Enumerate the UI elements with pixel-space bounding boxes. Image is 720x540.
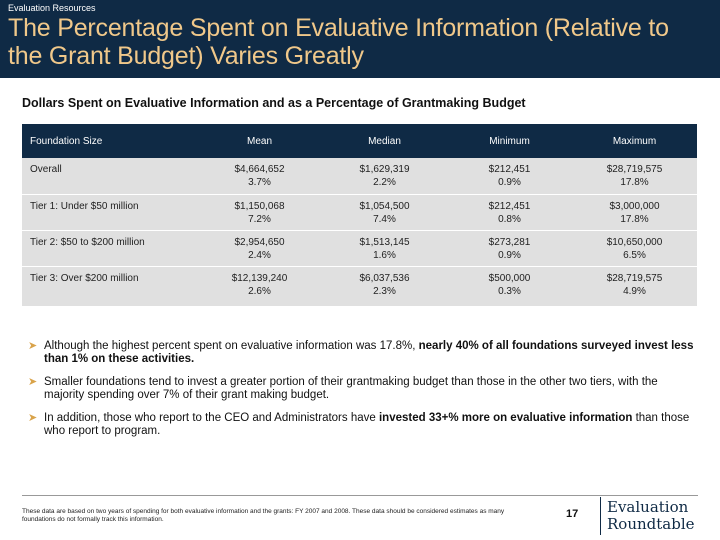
bullet-text: Smaller foundations tend to invest a gre… [44, 376, 658, 401]
row-label: Tier 1: Under $50 million [22, 194, 197, 231]
evaluation-roundtable-logo: Evaluation Roundtable [600, 497, 700, 535]
table-row-overall: Overall $4,664,652 3.7% $1,629,319 2.2% $2… [22, 158, 697, 195]
table-cell: $6,037,536 2.3% [322, 266, 447, 307]
cell-amount: $12,139,240 [231, 272, 288, 284]
cell-amount: $28,719,575 [606, 164, 663, 175]
cell-percent: 0.9% [498, 249, 521, 261]
cell-amount: $10,650,000 [606, 236, 663, 248]
column-header-median: Median [322, 124, 447, 158]
table-cell: $4,664,652 3.7% [197, 158, 322, 195]
cell-amount: $273,281 [488, 236, 531, 248]
cell-percent: 7.2% [248, 213, 271, 225]
cell-amount: $6,037,536 [359, 272, 410, 284]
bullet-text: Although the highest percent spent on ev… [44, 340, 419, 352]
logo-text-line-1: Evaluation [607, 498, 689, 516]
footer-divider [22, 495, 698, 496]
table-cell: $28,719,575 4.9% [572, 266, 697, 307]
bullet-item: ➤ In addition, those who report to the C… [28, 412, 700, 438]
title-banner: Evaluation Resources The Percentage Spen… [0, 0, 720, 78]
bullet-text-after: than those who report to program. [44, 412, 690, 437]
table-row-tier-3: Tier 3: Over $200 million $12,139,240 2.6… [22, 266, 697, 307]
column-header-mean: Mean [197, 124, 322, 158]
table-cell: $273,281 0.9% [447, 230, 572, 267]
cell-amount: $28,719,575 [606, 272, 663, 284]
table-cell: $1,513,145 1.6% [322, 230, 447, 267]
cell-amount: $4,664,652 [234, 164, 285, 175]
spending-table: Foundation Size Mean Median Minimum Maxi… [22, 124, 697, 307]
cell-amount: $1,629,319 [359, 164, 410, 175]
table-header-row: Foundation Size Mean Median Minimum Maxi… [22, 124, 697, 158]
cell-percent: 2.2% [373, 177, 396, 188]
table-caption: Dollars Spent on Evaluative Information … [22, 96, 526, 110]
cell-amount: $212,451 [488, 200, 531, 212]
cell-percent: 0.8% [498, 213, 521, 225]
cell-amount: $1,513,145 [359, 236, 410, 248]
footnote: These data are based on two years of spe… [22, 508, 505, 523]
cell-percent: 2.6% [248, 285, 271, 297]
column-header-foundation-size: Foundation Size [22, 124, 197, 158]
cell-percent: 17.8% [620, 177, 649, 188]
table-cell: $1,150,068 7.2% [197, 194, 322, 231]
page-title: The Percentage Spent on Evaluative Infor… [8, 14, 669, 70]
cell-percent: 1.6% [373, 249, 396, 261]
cell-percent: 6.5% [623, 249, 646, 261]
cell-percent: 17.8% [620, 213, 649, 225]
cell-percent: 3.7% [248, 177, 271, 188]
cell-amount: $1,054,500 [359, 200, 410, 212]
cell-percent: 4.9% [623, 285, 646, 297]
logo-text-line-2: Roundtable [607, 515, 695, 533]
cell-amount: $500,000 [488, 272, 531, 284]
section-label: Evaluation Resources [8, 3, 96, 13]
cell-amount: $1,150,068 [234, 200, 285, 212]
cell-percent: 7.4% [373, 213, 396, 225]
bullet-list: ➤ Although the highest percent spent on … [28, 340, 700, 448]
column-header-minimum: Minimum [447, 124, 572, 158]
arrow-bullet-icon: ➤ [28, 376, 38, 388]
bullet-emphasis: invested 33+% more on evaluative informa… [378, 412, 633, 424]
table-cell: $10,650,000 6.5% [572, 230, 697, 267]
cell-percent: 0.3% [498, 285, 521, 297]
arrow-bullet-icon: ➤ [28, 412, 38, 424]
bullet-item: ➤ Although the highest percent spent on … [28, 340, 700, 366]
bullet-emphasis: nearly 40% of all foundations surveyed i… [44, 340, 694, 365]
table-cell: $28,719,575 17.8% [572, 158, 697, 195]
table-cell: $1,054,500 7.4% [322, 194, 447, 231]
page-number: 17 [566, 508, 579, 520]
row-label: Tier 2: $50 to $200 million [22, 230, 197, 267]
cell-percent: 2.3% [373, 285, 396, 297]
arrow-bullet-icon: ➤ [28, 340, 38, 352]
row-label: Overall [22, 158, 197, 195]
table-row-tier-1: Tier 1: Under $50 million $1,150,068 7.2%… [22, 194, 697, 231]
table-cell: $1,629,319 2.2% [322, 158, 447, 195]
row-label: Tier 3: Over $200 million [22, 266, 197, 307]
table-cell: $212,451 0.8% [447, 194, 572, 231]
table-cell: $212,451 0.9% [447, 158, 572, 195]
bullet-text: In addition, those who report to the CEO… [44, 412, 379, 424]
table-cell: $500,000 0.3% [447, 266, 572, 307]
cell-percent: 0.9% [498, 177, 521, 188]
bullet-item: ➤ Smaller foundations tend to invest a g… [28, 376, 700, 402]
cell-amount: $212,451 [488, 164, 531, 175]
cell-percent: 2.4% [248, 249, 271, 261]
table-cell: $2,954,650 2.4% [197, 230, 322, 267]
table-row-tier-2: Tier 2: $50 to $200 million $2,954,650 2.… [22, 230, 697, 267]
table-cell: $12,139,240 2.6% [197, 266, 322, 307]
table-cell: $3,000,000 17.8% [572, 194, 697, 231]
cell-amount: $2,954,650 [234, 236, 285, 248]
column-header-maximum: Maximum [572, 124, 697, 158]
cell-amount: $3,000,000 [609, 200, 660, 212]
